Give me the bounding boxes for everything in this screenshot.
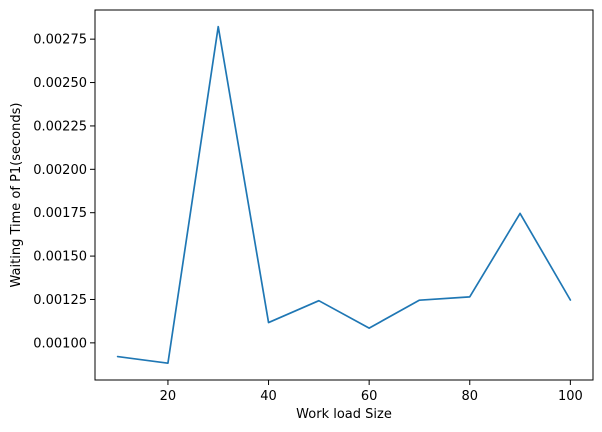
series-layer bbox=[116, 25, 572, 365]
plot-area bbox=[94, 9, 594, 381]
x-tick-label: 20 bbox=[160, 389, 177, 404]
x-tick-label: 60 bbox=[361, 389, 378, 404]
x-tick-label: 40 bbox=[260, 389, 277, 404]
y-tick-label: 0.00100 bbox=[33, 336, 87, 351]
x-axis-ticks: 20 40 60 80 100 bbox=[160, 380, 583, 404]
y-tick-label: 0.00150 bbox=[33, 250, 87, 265]
y-tick-label: 0.00125 bbox=[33, 293, 87, 308]
y-tick-label: 0.00225 bbox=[33, 119, 87, 134]
x-tick-label: 80 bbox=[461, 389, 478, 404]
y-tick-label: 0.00275 bbox=[33, 33, 87, 48]
y-tick-label: 0.00175 bbox=[33, 206, 87, 221]
series-line bbox=[116, 25, 572, 365]
y-axis-ticks: 0.00100 0.00125 0.00150 0.00175 0.00200 0.002… bbox=[33, 33, 95, 351]
plot-frame bbox=[94, 9, 594, 381]
x-axis-label: Work load Size bbox=[296, 407, 392, 422]
y-axis-label: Waiting Time of P1(seconds) bbox=[9, 103, 24, 288]
x-tick-label: 100 bbox=[558, 389, 583, 404]
y-tick-label: 0.00200 bbox=[33, 163, 87, 178]
y-tick-label: 0.00250 bbox=[33, 76, 87, 91]
